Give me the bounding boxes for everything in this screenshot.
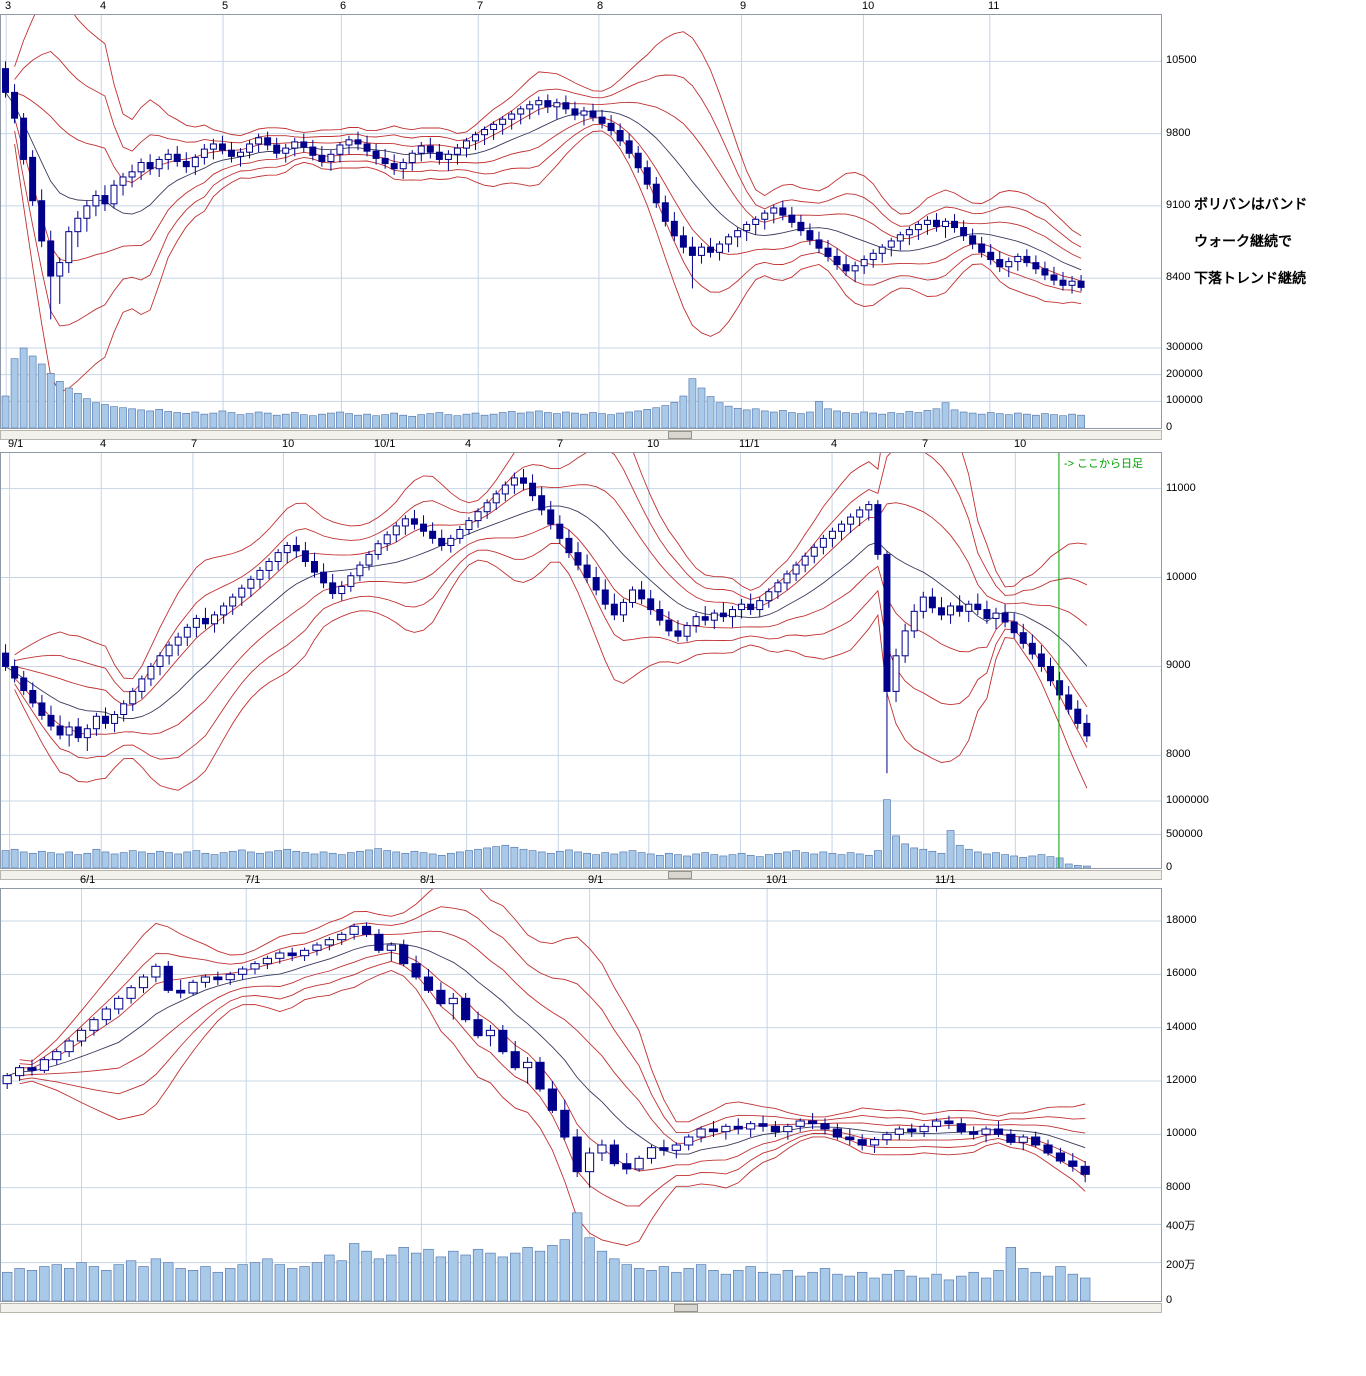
x-axis-label: 10/1 <box>766 874 788 886</box>
x-axis-label: 11 <box>988 0 1000 12</box>
horizontal-scrollbar[interactable] <box>0 1303 1162 1313</box>
x-axis-label: 8/1 <box>420 874 436 886</box>
chart-bottom: 6/1 7/1 8/1 9/1 10/1 11/1 18000 16000 14000 1200… <box>0 874 1230 1313</box>
x-axis-label: 10/1 <box>374 438 396 450</box>
plot-area: 18000 16000 14000 12000 10000 8000 400万 200万 0 <box>0 888 1230 1306</box>
x-axis-label: 7 <box>557 438 564 450</box>
horizontal-scrollbar[interactable] <box>0 430 1162 440</box>
x-axis-labels: 6/1 7/1 8/1 9/1 10/1 11/1 <box>0 874 1230 888</box>
plot-area: 10500 9800 9100 8400 300000 200000 100000 0 <box>0 14 1230 433</box>
x-axis-label: 10 <box>862 0 875 12</box>
x-axis-label: 4 <box>465 438 472 450</box>
x-axis-label: 5 <box>222 0 229 12</box>
plot-area: -> ここから日足 11000 10000 9000 8000 1000000 50000… <box>0 452 1230 873</box>
horizontal-scrollbar[interactable] <box>0 870 1162 880</box>
x-axis-label: 4 <box>831 438 838 450</box>
y-axis: 11000 10000 9000 8000 1000000 500000 0 <box>1166 452 1228 873</box>
volume-axis-label: 1000000 <box>1166 794 1209 806</box>
x-axis-label: 11/1 <box>739 438 760 450</box>
x-axis-label: 6 <box>340 0 347 12</box>
y-axis: 10500 9800 9100 8400 300000 200000 100000 0 <box>1166 14 1228 433</box>
price-axis-label: 8000 <box>1166 748 1191 760</box>
price-axis-label: 8400 <box>1166 271 1191 283</box>
scrollbar-thumb[interactable] <box>668 871 692 879</box>
x-axis-label: 3 <box>5 0 12 12</box>
x-axis-label: 8 <box>597 0 604 12</box>
scrollbar-thumb[interactable] <box>673 1304 698 1312</box>
price-axis-label: 9100 <box>1166 199 1191 211</box>
x-axis-label: 9/1 <box>8 438 24 450</box>
x-axis-label: 10 <box>1014 438 1027 450</box>
x-axis-label: 9/1 <box>588 874 604 886</box>
price-axis-label: 9000 <box>1166 659 1191 671</box>
y-axis: 18000 16000 14000 12000 10000 8000 400万 200万 0 <box>1166 888 1228 1306</box>
annotation-line: ボリバンはバンド <box>1194 196 1308 212</box>
x-axis-label: 7 <box>477 0 484 12</box>
volume-axis-label: 100000 <box>1166 394 1203 406</box>
volume-axis-label: 0 <box>1166 1294 1173 1306</box>
daily-marker-label: -> ここから日足 <box>1064 457 1143 470</box>
volume-axis-label: 300000 <box>1166 341 1203 353</box>
price-axis-label: 12000 <box>1166 1074 1197 1086</box>
price-axis-label: 11000 <box>1166 482 1196 494</box>
volume-axis-label: 200万 <box>1166 1259 1196 1271</box>
price-axis-label: 16000 <box>1166 967 1197 979</box>
candlestick-chart-svg <box>0 14 1162 429</box>
price-axis-label: 10000 <box>1166 571 1197 583</box>
x-axis-label: 10 <box>647 438 660 450</box>
candlestick-chart-svg: -> ここから日足 <box>0 452 1162 869</box>
x-axis-label: 4 <box>100 0 107 12</box>
price-axis-label: 18000 <box>1166 914 1197 926</box>
scrollbar-thumb[interactable] <box>668 431 692 439</box>
chart-middle: 9/1 4 7 10 10/1 4 7 10 11/1 4 7 10 -> ここから日足 11000 1… <box>0 438 1230 880</box>
volume-axis-label: 400万 <box>1166 1220 1196 1232</box>
price-axis-label: 9800 <box>1166 127 1191 139</box>
chart-top: 3 4 5 6 7 8 9 10 11 10500 9800 9100 8400 300000 20000… <box>0 0 1230 440</box>
volume-axis-label: 500000 <box>1166 828 1203 840</box>
volume-axis-label: 0 <box>1166 861 1173 873</box>
price-axis-label: 10500 <box>1166 54 1197 66</box>
x-axis-label: 7/1 <box>245 874 261 886</box>
x-axis-label: 11/1 <box>935 874 956 886</box>
annotation-line: ウォーク継続で <box>1194 233 1292 249</box>
annotation-line: 下落トレンド継続 <box>1194 270 1306 286</box>
x-axis-label: 4 <box>100 438 107 450</box>
candlestick-chart-svg <box>0 888 1162 1302</box>
x-axis-label: 9 <box>740 0 747 12</box>
volume-axis-label: 200000 <box>1166 368 1203 380</box>
volume-axis-label: 0 <box>1166 421 1173 433</box>
price-axis-label: 10000 <box>1166 1127 1197 1139</box>
x-axis-label: 6/1 <box>80 874 96 886</box>
price-axis-label: 8000 <box>1166 1181 1191 1193</box>
annotation-note: ボリバンはバンド ウォーク継続で 下落トレンド継続 <box>1194 186 1307 297</box>
x-axis-labels: 3 4 5 6 7 8 9 10 11 <box>0 0 1230 14</box>
x-axis-label: 7 <box>191 438 198 450</box>
x-axis-labels: 9/1 4 7 10 10/1 4 7 10 11/1 4 7 10 <box>0 438 1230 452</box>
price-axis-label: 14000 <box>1166 1021 1197 1033</box>
x-axis-label: 10 <box>282 438 295 450</box>
x-axis-label: 7 <box>922 438 929 450</box>
